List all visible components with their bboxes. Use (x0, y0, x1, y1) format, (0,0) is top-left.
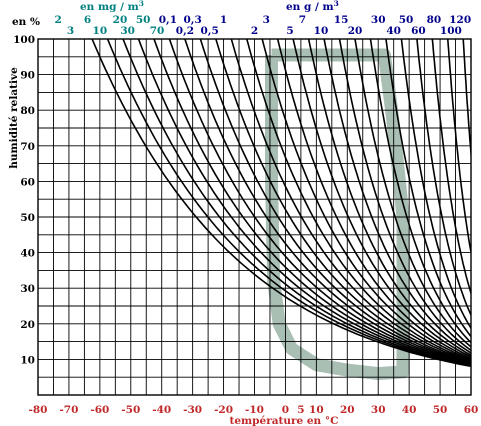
humidity-curve (400, 39, 471, 330)
y-tick-label: 100 (13, 34, 35, 46)
g-scale-label: 7 (299, 14, 306, 26)
y-tick-label: 30 (20, 283, 35, 295)
y-tick-label: 70 (20, 141, 35, 153)
g-scale-label: 50 (399, 14, 414, 26)
x-tick-label: -20 (214, 404, 233, 416)
x-tick-label: -30 (183, 404, 202, 416)
humidity-curve (184, 39, 471, 365)
mg-scale-label: 30 (120, 25, 135, 37)
x-tick-label: 30 (371, 404, 386, 416)
y-tick-label: 80 (20, 105, 35, 117)
g-scale-label: 10 (314, 25, 329, 37)
g-scale-label: 3 (263, 14, 270, 26)
humidity-curve (462, 39, 471, 163)
x-tick-label: 20 (340, 404, 355, 416)
humidity-curve (199, 39, 471, 364)
x-tick-label: -60 (90, 404, 109, 416)
x-tick-label: 60 (464, 404, 479, 416)
x-tick-label: -80 (29, 404, 48, 416)
humidity-curve (323, 39, 471, 354)
x-tick-labels: -80 -70 -60 -50 -40 -30 -20 -10 0 5 10 20 30 40 50 60 (29, 404, 479, 416)
x-tick-label: 10 (309, 404, 324, 416)
g-scale-label: 2 (251, 25, 258, 37)
x-tick-label: 5 (297, 404, 304, 416)
absolute-humidity-curves (91, 39, 471, 368)
x-tick-label: 0 (282, 404, 289, 416)
unit-g-exp: 3 (334, 0, 339, 8)
humidity-curve (137, 39, 471, 367)
g-scale-label: 40 (386, 25, 401, 37)
humidity-curve (245, 39, 471, 362)
y-axis-unit: en % (12, 16, 40, 28)
humidity-curve (416, 39, 471, 318)
y-tick-label: 60 (20, 176, 35, 188)
humidity-curve (307, 39, 471, 356)
y-axis-label: humidité relative (8, 67, 20, 169)
mg-scale-label: 10 (93, 25, 108, 37)
mg-scale-label: 50 (136, 14, 151, 26)
y-tick-labels: 10 20 30 40 50 60 70 80 90 100 (13, 34, 35, 366)
mg-scale-label: 2 (54, 14, 61, 26)
g-scale-label: 5 (286, 25, 293, 37)
g-scale-label: 100 (440, 25, 462, 37)
humidity-curve (230, 39, 471, 363)
g-scale-label: 60 (411, 25, 426, 37)
humidity-curve (168, 39, 471, 366)
humidity-curve (276, 39, 471, 360)
y-tick-label: 20 (20, 319, 35, 331)
humidity-curve (385, 39, 471, 338)
humidity-curve (292, 39, 471, 358)
y-tick-label: 50 (20, 212, 35, 224)
mg-scale-label: 70 (150, 25, 165, 37)
humidity-curve (215, 39, 471, 364)
unit-mg-label: en mg / m (80, 1, 139, 13)
unit-mg: en mg / m3 (80, 0, 144, 13)
x-tick-label: -10 (245, 404, 264, 416)
y-tick-label: 40 (20, 248, 35, 260)
g-scale-label: 0,5 (201, 25, 219, 37)
x-tick-label: 50 (433, 404, 448, 416)
humidity-curve (354, 39, 471, 348)
y-tick-label: 10 (20, 354, 35, 366)
mg-scale-label: 3 (67, 25, 74, 37)
g-scale-label: 120 (449, 14, 471, 26)
humidity-curve (122, 39, 471, 367)
g-scale-label: 30 (371, 14, 386, 26)
x-tick-label: 40 (402, 404, 417, 416)
g-scale-label: 15 (334, 14, 349, 26)
humidity-curve (153, 39, 471, 366)
humidity-curve (431, 39, 471, 296)
g-scale-label: 0,1 (159, 14, 177, 26)
g-scale-label: 80 (427, 14, 442, 26)
x-tick-label: -70 (59, 404, 78, 416)
unit-g: en g / m3 (286, 0, 339, 13)
y-tick-label: 90 (20, 70, 35, 82)
g-scale-label: 1 (220, 14, 227, 26)
humidity-curve (446, 39, 471, 257)
humidity-curve (261, 39, 471, 361)
x-axis-label: température en °C (230, 415, 339, 426)
top-scale-labels: 23610203050700,10,20,30,5123571015203040… (54, 14, 471, 37)
mg-scale-label: 6 (84, 14, 91, 26)
x-tick-label: -40 (152, 404, 171, 416)
x-tick-label: -50 (121, 404, 140, 416)
humidity-curve (338, 39, 471, 352)
unit-mg-exp: 3 (139, 0, 144, 8)
g-scale-label: 0,3 (184, 14, 202, 26)
humidity-curve (91, 39, 471, 368)
g-scale-label: 0,2 (176, 25, 194, 37)
mg-scale-label: 20 (113, 14, 128, 26)
humidity-curve (106, 39, 471, 367)
g-scale-label: 20 (348, 25, 363, 37)
plot-frame (37, 38, 472, 396)
unit-g-label: en g / m (286, 1, 334, 13)
humidity-curve (369, 39, 471, 344)
